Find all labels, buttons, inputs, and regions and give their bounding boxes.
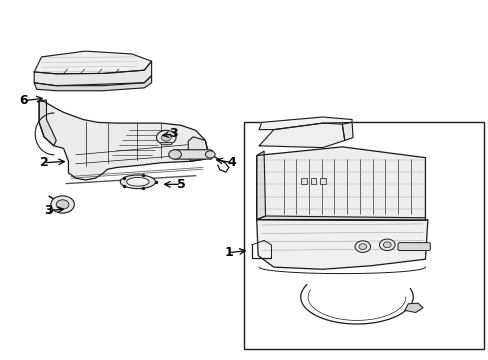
Text: 4: 4	[227, 156, 236, 169]
Circle shape	[205, 151, 215, 158]
Text: 3: 3	[44, 204, 53, 217]
Circle shape	[56, 200, 69, 209]
Circle shape	[161, 134, 171, 141]
FancyBboxPatch shape	[397, 243, 429, 251]
Circle shape	[51, 196, 74, 213]
Polygon shape	[188, 137, 207, 161]
Ellipse shape	[120, 175, 155, 189]
Text: 5: 5	[176, 178, 185, 191]
Polygon shape	[256, 216, 425, 220]
Polygon shape	[160, 143, 172, 145]
Text: 3: 3	[169, 127, 178, 140]
Text: 6: 6	[19, 94, 28, 107]
Polygon shape	[34, 76, 151, 91]
Bar	[310, 178, 316, 184]
Polygon shape	[256, 151, 265, 220]
Circle shape	[379, 239, 394, 251]
Polygon shape	[342, 122, 352, 140]
Text: 1: 1	[224, 246, 233, 259]
Polygon shape	[34, 51, 151, 74]
Polygon shape	[256, 220, 427, 269]
Polygon shape	[256, 147, 425, 220]
Polygon shape	[39, 100, 56, 146]
Circle shape	[358, 244, 366, 249]
FancyBboxPatch shape	[173, 150, 212, 159]
Polygon shape	[39, 101, 207, 180]
Polygon shape	[34, 61, 151, 86]
Polygon shape	[259, 123, 344, 148]
Circle shape	[168, 150, 181, 159]
Bar	[300, 178, 306, 184]
Circle shape	[383, 242, 390, 248]
Bar	[244, 122, 483, 349]
Ellipse shape	[126, 177, 149, 186]
Polygon shape	[259, 117, 351, 130]
Text: 2: 2	[40, 156, 48, 169]
Polygon shape	[404, 303, 422, 312]
Circle shape	[354, 241, 370, 252]
Bar	[320, 178, 325, 184]
Circle shape	[156, 130, 176, 145]
